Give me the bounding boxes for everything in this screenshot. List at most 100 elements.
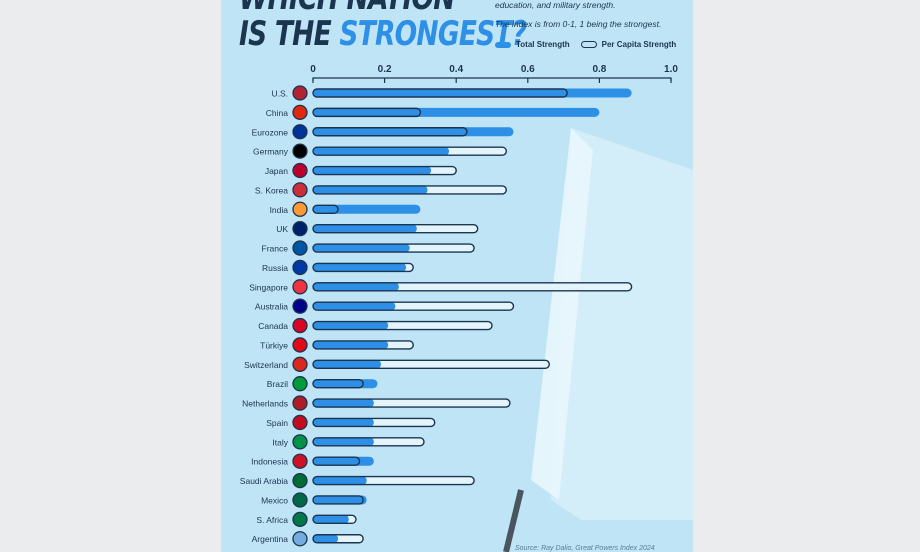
total-strength-bar [313, 398, 374, 408]
per-capita-bar [312, 514, 357, 525]
total-strength-bar [313, 88, 632, 98]
subtitle: education, and military strength. [495, 0, 616, 10]
bar-row: Russia [262, 259, 414, 276]
per-capita-bar [312, 495, 364, 505]
legend-swatch-total [495, 41, 511, 48]
total-strength-bar [313, 534, 339, 544]
bar-row: UK [276, 221, 479, 237]
per-capita-bar [312, 379, 364, 389]
total-strength-bar [313, 185, 428, 195]
flag-icon [292, 492, 308, 508]
bar-row: Japan [265, 162, 457, 179]
title-prefix: IS THE [239, 14, 340, 54]
total-strength-bar [313, 514, 349, 524]
per-capita-bar [312, 165, 457, 176]
flag-icon [292, 376, 308, 392]
bar-row: Australia [255, 298, 515, 314]
bar-row: Brazil [267, 376, 378, 392]
flag-icon [292, 182, 308, 198]
flag-icon [292, 453, 308, 469]
total-strength-bar [313, 224, 417, 234]
tick-label: 0.8 [592, 64, 606, 75]
flag-icon [292, 511, 308, 528]
country-label: Mexico [261, 495, 288, 505]
flag-icon [292, 221, 308, 237]
flag-icon [292, 337, 308, 353]
country-label: S. Korea [255, 185, 288, 195]
x-axis: 0 0.2 0.4 0.6 0.8 1.0 [310, 64, 678, 83]
country-label: Australia [255, 302, 288, 312]
total-strength-bar [313, 107, 600, 117]
bar-row: Singapore [249, 279, 633, 295]
per-capita-bar [312, 185, 508, 195]
tick-label: 0.6 [521, 64, 535, 75]
bar-row: Spain [266, 414, 436, 431]
total-strength-bar [313, 437, 374, 447]
title-line-1: WHICH NATION [239, 0, 456, 18]
country-label: China [266, 108, 288, 118]
per-capita-bar [312, 359, 550, 370]
index-note: The index is from 0-1, 1 being the stron… [495, 19, 662, 29]
bar-row: Netherlands [242, 395, 511, 411]
flag-icon [292, 279, 308, 295]
bar-chart: 0 0.2 0.4 0.6 0.8 1.0 U.S. China Eurozone German… [240, 64, 693, 552]
flag-icon [292, 240, 308, 256]
per-capita-bar [312, 262, 414, 273]
total-strength-bar [313, 321, 389, 331]
bar-row: U.S. [271, 85, 632, 101]
total-strength-bar [313, 379, 378, 389]
per-capita-bar [312, 301, 515, 311]
per-capita-bar [312, 417, 436, 428]
per-capita-bar [312, 534, 364, 544]
per-capita-bar [312, 107, 422, 118]
bar-row: Italy [272, 434, 425, 450]
per-capita-bar [312, 340, 414, 350]
total-strength-bar [313, 456, 374, 466]
per-capita-bar [312, 146, 508, 156]
per-capita-bar [312, 320, 493, 331]
legend-swatch-per-capita [580, 41, 597, 48]
bar-row: Mexico [261, 492, 367, 508]
total-strength-bar [313, 204, 421, 214]
per-capita-bar [312, 223, 479, 234]
per-capita-bar [312, 88, 568, 98]
country-label: Saudi Arabia [240, 476, 288, 486]
country-label: Indonesia [251, 457, 288, 467]
per-capita-bar [312, 243, 475, 253]
country-label: Argentina [252, 534, 289, 544]
country-label: Brazil [267, 379, 288, 389]
flag-icon [292, 298, 308, 314]
bar-row: India [270, 201, 421, 217]
tick-label: 1.0 [664, 64, 678, 75]
infographic-card: WHICH NATION IS THE STRONGEST? education… [221, 0, 693, 552]
bar-row: Eurozone [252, 124, 514, 140]
flag-icon [292, 434, 308, 450]
per-capita-bar [312, 282, 633, 292]
flag-icon [292, 531, 308, 547]
per-capita-bar [312, 398, 511, 408]
bar-row: Argentina [252, 531, 364, 547]
bar-row: China [266, 104, 600, 121]
country-label: Japan [265, 166, 288, 176]
tick-label: 0 [310, 64, 316, 75]
country-label: Netherlands [242, 399, 288, 409]
flag-illustration [503, 128, 693, 552]
flag-icon [292, 201, 308, 217]
flag-icon [292, 259, 308, 276]
flag-icon [292, 85, 308, 101]
total-strength-bar [313, 359, 382, 369]
total-strength-bar [313, 127, 514, 137]
country-label: Singapore [249, 282, 288, 292]
total-strength-bar [313, 417, 374, 427]
country-label: Türkiye [260, 340, 288, 350]
flag-icon [292, 472, 308, 489]
source-note: Source: Ray Dalio, Great Powers Index 20… [515, 545, 655, 552]
total-strength-bar [313, 146, 450, 156]
legend: Total Strength Per Capita Strength [495, 40, 676, 49]
per-capita-bar [312, 127, 468, 137]
per-capita-bar [312, 456, 361, 466]
country-label: India [270, 205, 289, 215]
flag-icon [292, 162, 308, 179]
country-label: Italy [272, 437, 288, 447]
country-label: Germany [253, 147, 289, 157]
